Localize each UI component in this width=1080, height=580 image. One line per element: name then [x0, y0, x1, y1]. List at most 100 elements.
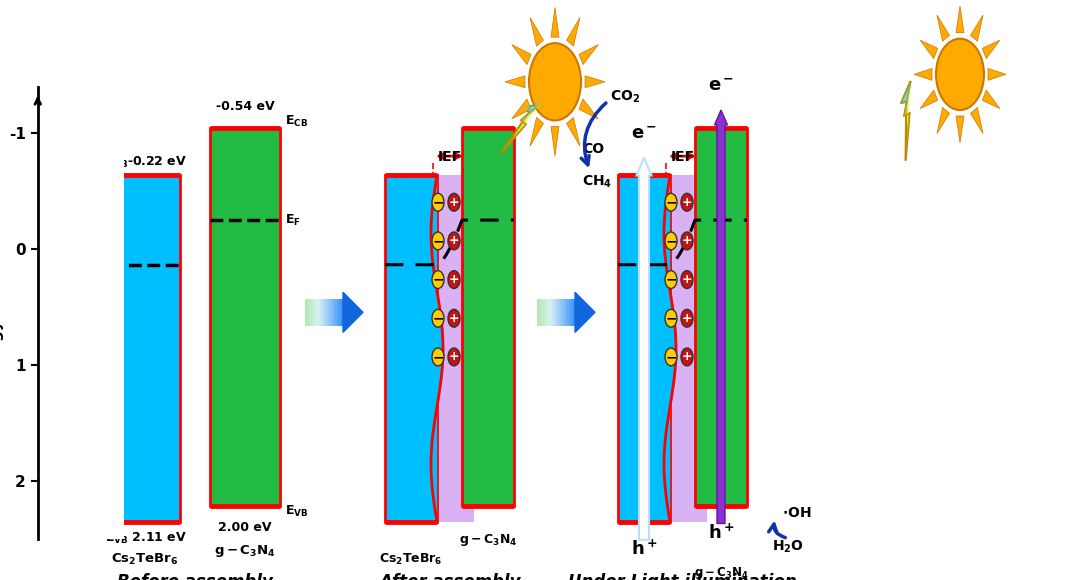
- Polygon shape: [988, 68, 1005, 80]
- Bar: [548, 299, 550, 326]
- Bar: [327, 299, 329, 326]
- Polygon shape: [956, 6, 964, 32]
- Bar: [341, 299, 343, 326]
- Polygon shape: [901, 81, 910, 115]
- Text: +: +: [448, 273, 459, 286]
- Text: $\mathbf{E_{CB}}$-0.22 eV: $\mathbf{E_{CB}}$-0.22 eV: [105, 154, 187, 169]
- Polygon shape: [512, 45, 531, 64]
- Bar: [320, 299, 322, 326]
- Bar: [545, 299, 548, 326]
- Bar: [318, 299, 321, 326]
- Bar: [543, 299, 545, 326]
- Text: $\mathbf{E_{VB}}$ 2.11 eV: $\mathbf{E_{VB}}$ 2.11 eV: [105, 531, 187, 546]
- Bar: [325, 299, 327, 326]
- Circle shape: [665, 271, 677, 288]
- Bar: [571, 299, 575, 326]
- Text: $\mathbf{\cdot OH}$: $\mathbf{\cdot OH}$: [782, 506, 811, 520]
- Bar: [333, 299, 335, 326]
- Bar: [110, 176, 180, 522]
- Bar: [336, 299, 338, 326]
- Bar: [309, 299, 312, 326]
- Circle shape: [681, 232, 693, 250]
- Bar: [554, 299, 557, 326]
- Bar: [307, 299, 309, 326]
- Bar: [338, 299, 340, 326]
- Bar: [345, 299, 347, 326]
- Circle shape: [432, 348, 444, 366]
- Polygon shape: [971, 107, 983, 133]
- Circle shape: [665, 193, 677, 211]
- Polygon shape: [982, 40, 1000, 59]
- Bar: [210, 128, 280, 506]
- Bar: [316, 299, 319, 326]
- Text: +: +: [681, 196, 692, 209]
- Text: $\mathbf{E_F}$: $\mathbf{E_F}$: [285, 212, 301, 228]
- Bar: [334, 299, 336, 326]
- Bar: [539, 299, 541, 326]
- Bar: [618, 176, 670, 522]
- Polygon shape: [567, 17, 580, 46]
- Polygon shape: [901, 81, 910, 161]
- Bar: [573, 299, 576, 326]
- Bar: [567, 299, 570, 326]
- Y-axis label: Energy Vs. NHE: Energy Vs. NHE: [0, 247, 3, 379]
- Text: 2.00 eV: 2.00 eV: [218, 520, 272, 534]
- Text: +: +: [681, 312, 692, 325]
- Bar: [324, 299, 326, 326]
- Text: IEF: IEF: [437, 150, 461, 164]
- Bar: [553, 299, 555, 326]
- Circle shape: [665, 232, 677, 250]
- Polygon shape: [500, 103, 542, 154]
- Text: -0.54 eV: -0.54 eV: [216, 100, 274, 113]
- Bar: [342, 299, 345, 326]
- Text: −: −: [432, 273, 444, 287]
- Bar: [322, 299, 325, 326]
- Polygon shape: [920, 40, 937, 59]
- Circle shape: [432, 309, 444, 327]
- Polygon shape: [567, 118, 580, 146]
- Circle shape: [681, 271, 693, 288]
- Bar: [556, 299, 558, 326]
- Polygon shape: [920, 90, 937, 108]
- Polygon shape: [971, 15, 983, 41]
- Bar: [552, 299, 554, 326]
- Bar: [549, 299, 551, 326]
- Text: −: −: [665, 195, 677, 209]
- Circle shape: [432, 193, 444, 211]
- Bar: [561, 299, 563, 326]
- Polygon shape: [904, 81, 910, 161]
- Text: $\mathbf{g-C_3N_4}$: $\mathbf{g-C_3N_4}$: [459, 532, 517, 549]
- Bar: [575, 299, 577, 326]
- Bar: [340, 299, 342, 326]
- Circle shape: [681, 348, 693, 366]
- Polygon shape: [937, 107, 949, 133]
- FancyArrowPatch shape: [769, 524, 785, 538]
- Text: −: −: [432, 311, 444, 325]
- FancyArrowPatch shape: [581, 103, 606, 165]
- Polygon shape: [551, 126, 559, 156]
- Bar: [313, 299, 316, 326]
- Bar: [328, 299, 330, 326]
- Text: $\mathbf{Cs_2TeBr_6}$: $\mathbf{Cs_2TeBr_6}$: [379, 552, 443, 567]
- Text: Under Light illumination: Under Light illumination: [568, 572, 797, 580]
- Text: After assembly: After assembly: [379, 572, 521, 580]
- Bar: [462, 128, 514, 506]
- Circle shape: [448, 348, 460, 366]
- Bar: [550, 299, 553, 326]
- Bar: [337, 299, 339, 326]
- Bar: [346, 299, 348, 326]
- Text: $\mathbf{CH_4}$: $\mathbf{CH_4}$: [582, 173, 612, 190]
- Circle shape: [681, 309, 693, 327]
- FancyArrow shape: [575, 292, 595, 332]
- Text: +: +: [681, 350, 692, 364]
- Bar: [305, 299, 308, 326]
- Polygon shape: [521, 103, 542, 120]
- Bar: [321, 299, 323, 326]
- Polygon shape: [914, 68, 932, 80]
- Circle shape: [448, 309, 460, 327]
- Text: $\mathbf{e^-}$: $\mathbf{e^-}$: [631, 125, 657, 143]
- Text: +: +: [448, 312, 459, 325]
- Bar: [576, 299, 579, 326]
- Text: −: −: [665, 311, 677, 325]
- Text: $\mathbf{H_2O}$: $\mathbf{H_2O}$: [772, 539, 804, 556]
